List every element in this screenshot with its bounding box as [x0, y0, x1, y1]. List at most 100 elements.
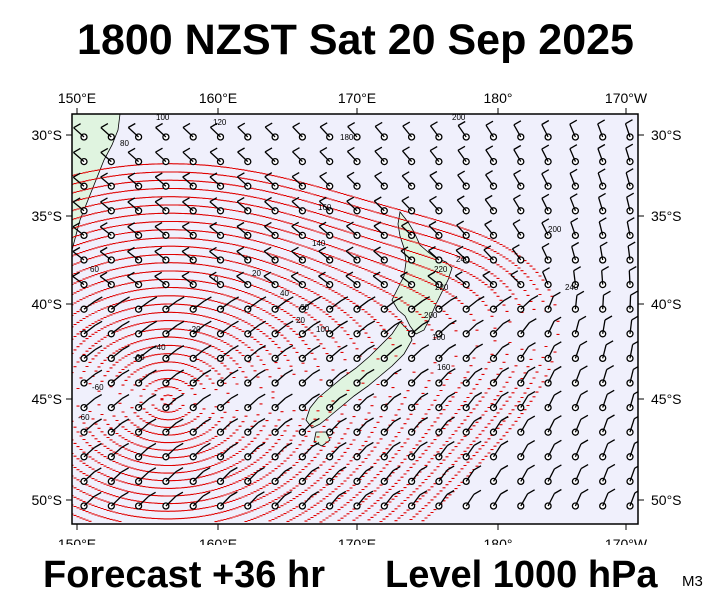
wind-barb	[244, 491, 265, 510]
wind-barb	[216, 491, 238, 510]
contour-line	[72, 187, 524, 523]
wind-barb	[544, 390, 562, 412]
wind-barb	[597, 192, 607, 215]
wind-barb	[353, 441, 374, 461]
contour-label: 120	[213, 118, 227, 127]
wind-barb	[485, 120, 498, 141]
contour-label: 40	[280, 289, 289, 298]
wind-barb	[429, 195, 443, 215]
wind-barb	[489, 342, 510, 363]
wind-barb	[80, 442, 102, 461]
wind-barb	[73, 123, 88, 141]
wind-barb	[182, 172, 197, 190]
lon-label-top-180: 180°	[484, 90, 513, 106]
wind-barb	[373, 221, 388, 240]
contour-label: -60	[92, 383, 104, 392]
wind-barb	[353, 417, 374, 436]
contour-label: 100	[156, 113, 170, 122]
wind-barb	[457, 170, 470, 190]
wind-barb	[571, 488, 589, 510]
wind-barb	[189, 369, 212, 387]
contour-lines	[72, 163, 560, 523]
wind-barb	[599, 414, 615, 436]
wind-barb	[401, 221, 416, 240]
wind-barb	[462, 295, 485, 313]
wind-barb	[134, 296, 158, 313]
contour-label: 200	[548, 225, 562, 234]
contour-label: 80	[120, 139, 129, 148]
wind-barb	[624, 119, 634, 141]
wind-barb	[155, 122, 170, 141]
wind-barb	[107, 491, 129, 510]
lat-label-right-35s: 35°S	[651, 208, 682, 224]
wind-barb	[353, 296, 376, 313]
wind-barb	[544, 365, 562, 387]
wind-barb	[489, 464, 509, 486]
contour-label: 180	[340, 133, 354, 142]
wind-barb	[127, 122, 143, 141]
wind-barb	[599, 266, 610, 289]
contour-label: 200	[424, 311, 438, 320]
wind-barb	[127, 172, 143, 190]
wind-barb	[569, 144, 580, 166]
wind-barb	[72, 197, 88, 215]
wind-barb	[407, 344, 430, 363]
contour-line	[72, 295, 308, 497]
contour-line	[109, 353, 230, 444]
wind-barb	[99, 222, 115, 240]
wind-barb	[127, 197, 143, 215]
wind-barb	[457, 120, 470, 141]
wind-barb	[517, 489, 535, 510]
wind-barb	[326, 466, 347, 486]
wind-barb	[380, 296, 403, 313]
contour-label: -40	[154, 343, 166, 352]
wind-barb	[455, 245, 470, 264]
wind-barb	[237, 122, 252, 141]
wind-barb	[189, 442, 211, 461]
wind-barb	[107, 467, 129, 486]
wind-barb	[407, 392, 429, 412]
wind-barb	[380, 392, 402, 412]
wind-barb	[544, 488, 562, 510]
wind-barb	[407, 416, 429, 436]
wind-barb	[100, 147, 115, 166]
wind-barb	[298, 466, 320, 486]
wind-barb	[326, 344, 348, 363]
wind-barb	[353, 490, 374, 510]
wind-barb	[292, 122, 307, 141]
wind-barb	[319, 122, 334, 141]
wind-barb	[625, 168, 634, 190]
wind-barb	[462, 465, 482, 486]
contour-line	[72, 237, 416, 522]
wind-barb	[291, 172, 307, 190]
wind-barb	[318, 246, 334, 264]
wind-barb	[599, 241, 608, 264]
contour-label: -60	[78, 413, 90, 422]
wind-barb	[298, 369, 321, 387]
wind-barb	[626, 340, 638, 363]
wind-barb	[544, 341, 562, 363]
wind-barb	[489, 440, 509, 461]
wind-barb	[544, 439, 562, 461]
wind-barb	[72, 246, 88, 264]
wind-barb	[462, 367, 483, 387]
wind-barb	[162, 442, 184, 461]
wind-barb	[625, 143, 634, 166]
lat-label-right-50s: 50°S	[651, 492, 682, 508]
wind-barb	[571, 390, 589, 412]
wind-barb	[346, 171, 361, 190]
wind-barb	[99, 271, 115, 289]
wind-barb	[429, 121, 443, 141]
wind-barb	[435, 392, 456, 412]
contour-line	[72, 270, 350, 520]
wind-barb	[291, 196, 307, 215]
wind-barb	[263, 221, 279, 240]
contour-label: 0	[214, 275, 219, 284]
wind-barb	[484, 194, 498, 215]
contour-label: 240	[456, 255, 470, 264]
wind-barb	[517, 342, 536, 363]
wind-barb	[407, 465, 428, 486]
wind-barb	[513, 144, 525, 166]
wind-barb	[236, 197, 252, 215]
wind-barb	[298, 296, 321, 313]
